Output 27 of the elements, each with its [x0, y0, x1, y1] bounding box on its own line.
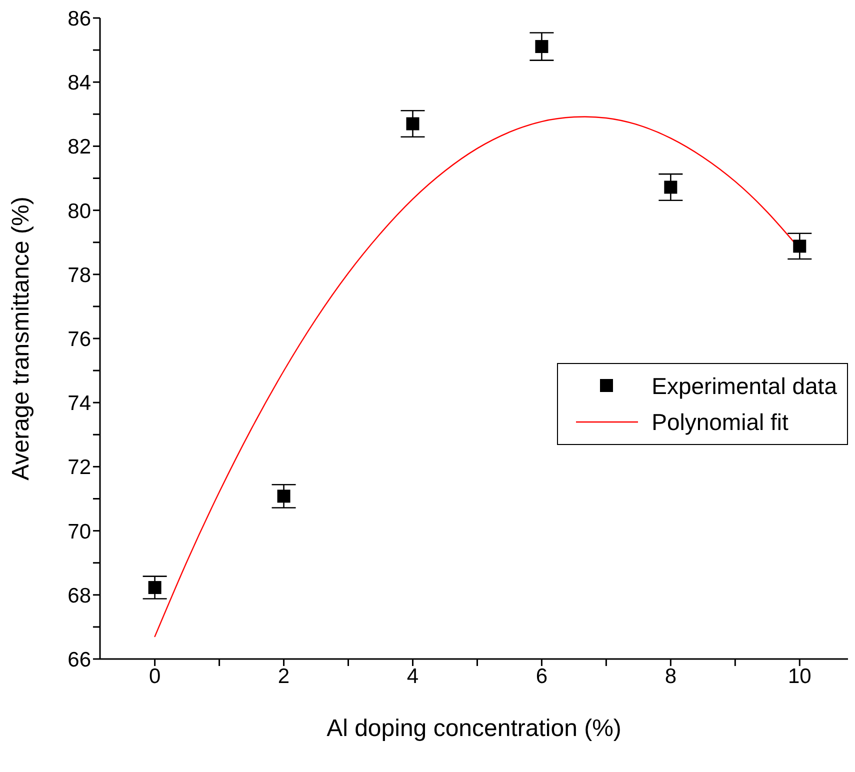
x-tick-label: 4: [406, 664, 419, 688]
y-tick-label: 76: [68, 328, 91, 351]
x-tick-label: 10: [788, 664, 812, 688]
x-tick-label: 8: [664, 664, 677, 688]
legend-label: Experimental data: [652, 372, 837, 400]
point: [793, 240, 806, 253]
x-tick-label: 2: [278, 664, 290, 688]
point: [148, 581, 162, 594]
y-tick-label: 68: [68, 584, 91, 608]
y-tick-label: 82: [68, 136, 91, 159]
point: [406, 117, 420, 130]
point: [664, 180, 678, 194]
y-tick-label: 66: [68, 648, 91, 672]
y-tick-label: 84: [68, 72, 92, 95]
point: [535, 40, 548, 54]
y-tick-label: 70: [68, 520, 91, 544]
y-tick-label: 86: [68, 7, 91, 30]
y-axis-title: Average transmittance (%): [8, 196, 35, 480]
y-tick-label: 80: [68, 200, 91, 223]
x-axis-title: Al doping concentration (%): [326, 715, 622, 742]
x-tick-label: 0: [148, 664, 161, 688]
y-tick-label: 72: [68, 456, 91, 480]
x-tick-label: 6: [536, 664, 548, 688]
y-tick-label: 78: [68, 264, 91, 287]
legend-label: Polynomial fit: [652, 408, 788, 436]
point: [277, 490, 290, 503]
y-tick-label: 74: [68, 392, 92, 416]
